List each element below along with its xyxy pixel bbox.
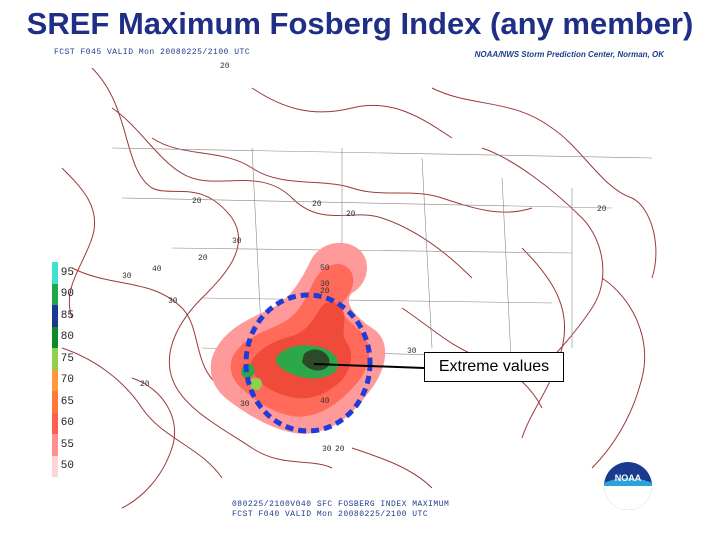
legend-swatch <box>52 305 58 327</box>
legend-row: 85 <box>52 305 74 327</box>
legend-swatch <box>52 412 58 434</box>
legend-label: 60 <box>60 417 74 430</box>
legend-row: 70 <box>52 369 74 391</box>
contour-label: 30 <box>320 280 330 289</box>
callout-arrow <box>313 363 425 369</box>
highlight-ellipse <box>243 292 373 434</box>
legend-label: 70 <box>60 374 74 387</box>
legend-label: 65 <box>60 395 74 408</box>
legend-swatch <box>52 391 58 413</box>
legend-label: 90 <box>60 288 74 301</box>
fosberg-map: 20 20 20 20 30 20 30 40 30 20 30 30 40 2… <box>52 48 668 520</box>
map-canvas: 20 20 20 20 30 20 30 40 30 20 30 30 40 2… <box>61 62 657 509</box>
fosberg-fill <box>210 242 386 434</box>
contour-label: 30 <box>240 400 250 409</box>
legend-label: 80 <box>60 331 74 344</box>
legend-label: 85 <box>60 309 74 322</box>
legend-swatch <box>52 262 58 284</box>
contour-label: 40 <box>152 265 162 274</box>
contour-label: 20 <box>597 205 607 214</box>
contour-label: 30 <box>322 445 332 454</box>
legend-row: 95 <box>52 262 74 284</box>
map-footer-line1: 080225/2100V040 SFC FOSBERG INDEX MAXIMU… <box>232 500 450 509</box>
contour-label: 30 <box>122 272 132 281</box>
contour-label: 50 <box>320 264 330 273</box>
contour-label: 20 <box>198 254 208 263</box>
legend-swatch <box>52 326 58 348</box>
logo-base-shape <box>604 486 652 510</box>
legend-row: 65 <box>52 391 74 413</box>
contour-label: 40 <box>320 397 330 406</box>
legend-row: 75 <box>52 348 74 370</box>
map-footer-line2: FCST F040 VALID Mon 20080225/2100 UTC <box>232 510 429 519</box>
legend-swatch <box>52 434 58 456</box>
legend-row: 90 <box>52 283 74 305</box>
map-header-left: FCST F045 VALID Mon 20080225/2100 UTC <box>54 48 251 57</box>
legend-row: 60 <box>52 412 74 434</box>
contour-label: 20 <box>312 200 322 209</box>
contour-label: 20 <box>192 197 202 206</box>
legend-swatch <box>52 369 58 391</box>
legend-label: 95 <box>60 266 74 279</box>
contour-label: 30 <box>232 237 242 246</box>
contour-label: 20 <box>140 380 150 389</box>
contour-label: 30 <box>407 347 417 356</box>
contour-labels: 20 20 20 20 30 20 30 40 30 20 30 30 40 2… <box>122 62 607 454</box>
legend-label: 55 <box>60 438 74 451</box>
legend-swatch <box>52 348 58 370</box>
color-legend: 95 90 85 80 75 70 65 60 55 50 <box>52 262 74 477</box>
legend-label: 75 <box>60 352 74 365</box>
extreme-values-callout: Extreme values <box>424 352 564 382</box>
contour-label: 20 <box>320 287 330 296</box>
contour-label: 20 <box>335 445 345 454</box>
slide-title: SREF Maximum Fosberg Index (any member) <box>26 6 694 41</box>
contour-label: 30 <box>168 297 178 306</box>
legend-row: 80 <box>52 326 74 348</box>
contour-label: 20 <box>220 62 230 71</box>
map-header-right: NOAA/NWS Storm Prediction Center, Norman… <box>474 50 664 59</box>
contour-label: 20 <box>346 210 356 219</box>
legend-swatch <box>52 455 58 477</box>
legend-swatch <box>52 283 58 305</box>
legend-row: 50 <box>52 455 74 477</box>
base-map-lines <box>61 67 657 509</box>
noaa-logo: NOAA <box>604 462 652 510</box>
logo-text: NOAA <box>614 473 642 483</box>
legend-row: 55 <box>52 434 74 456</box>
legend-label: 50 <box>60 460 74 473</box>
